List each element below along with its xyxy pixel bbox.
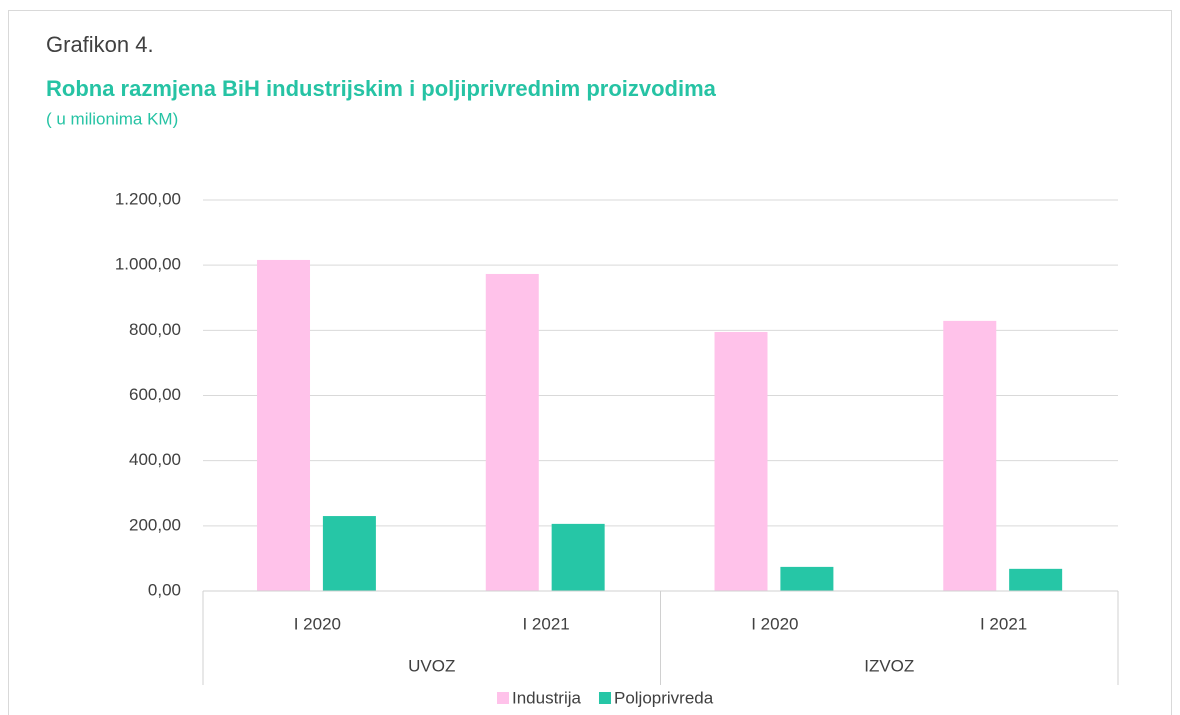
bar: [943, 320, 997, 591]
x-tick-label: I 2020: [294, 614, 341, 633]
group-label: IZVOZ: [864, 656, 914, 675]
legend-label: Industrija: [512, 688, 582, 707]
chart-label: Grafikon 4.: [46, 32, 154, 57]
bar: [485, 273, 539, 591]
x-tick-label: I 2021: [980, 614, 1027, 633]
legend-swatch: [497, 692, 509, 704]
y-tick-label: 800,00: [129, 320, 181, 339]
chart-title: Robna razmjena BiH industrijskim i polji…: [46, 76, 717, 101]
y-tick-label: 1.000,00: [115, 255, 181, 274]
chart-subtitle: ( u milionima KM): [46, 109, 178, 128]
x-tick-label: I 2021: [522, 614, 569, 633]
bar: [714, 331, 768, 591]
bar: [780, 566, 834, 591]
bar: [257, 259, 311, 591]
legend-swatch: [598, 692, 611, 704]
bar: [322, 516, 376, 591]
y-tick-label: 600,00: [129, 385, 181, 404]
y-tick-label: 400,00: [129, 450, 181, 469]
y-tick-label: 0,00: [148, 580, 181, 599]
y-tick-label: 200,00: [129, 515, 181, 534]
bar: [551, 523, 605, 591]
group-label: UVOZ: [408, 656, 455, 675]
x-tick-label: I 2020: [751, 614, 798, 633]
legend-label: Poljoprivreda: [614, 688, 714, 707]
bar: [1009, 568, 1063, 591]
y-tick-label: 1.200,00: [115, 189, 181, 208]
chart-frame: [8, 10, 1172, 715]
